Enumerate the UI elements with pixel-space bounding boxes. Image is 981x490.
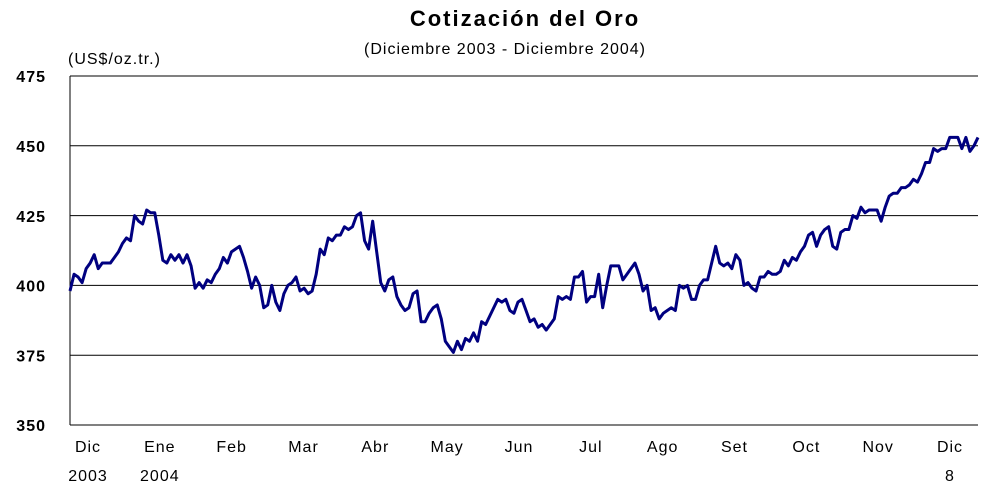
x-tick-label: Nov — [862, 439, 893, 456]
y-tick-label: 400 — [16, 279, 46, 296]
x-tick-label: Jul — [579, 439, 602, 456]
x-tick-label: 2003 — [68, 468, 108, 485]
y-axis-label: (US$/oz.tr.) — [68, 51, 161, 68]
x-tick-label: 8 — [945, 468, 955, 485]
x-tick-label: Mar — [288, 439, 319, 456]
x-tick-label: May — [431, 439, 464, 456]
x-tick-label: Ene — [144, 439, 175, 456]
x-tick-label: Dic — [937, 439, 963, 456]
x-tick-label: Jun — [505, 439, 534, 456]
y-tick-label: 450 — [16, 139, 46, 156]
chart-title: Cotización del Oro — [410, 6, 640, 31]
x-tick-label: Abr — [361, 439, 389, 456]
y-tick-label: 425 — [16, 209, 46, 226]
x-tick-label: Set — [721, 439, 748, 456]
x-tick-label: Ago — [647, 439, 678, 456]
x-tick-label: Dic — [75, 439, 101, 456]
chart-subtitle: (Diciembre 2003 - Diciembre 2004) — [364, 41, 646, 58]
y-tick-label: 375 — [16, 348, 46, 365]
x-tick-label: Feb — [216, 439, 247, 456]
x-tick-label: 2004 — [140, 468, 180, 485]
x-tick-label: Oct — [792, 439, 820, 456]
price-line — [68, 135, 980, 354]
y-tick-label: 350 — [16, 418, 46, 435]
y-tick-label: 475 — [16, 69, 46, 86]
